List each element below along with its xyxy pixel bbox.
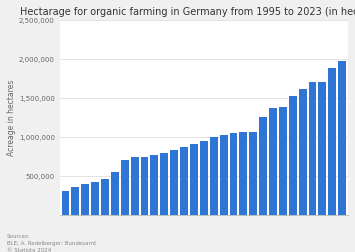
Bar bbox=[308, 83, 316, 215]
Bar bbox=[200, 141, 208, 215]
Bar bbox=[220, 136, 228, 215]
Bar bbox=[91, 182, 99, 215]
Bar bbox=[249, 132, 257, 215]
Bar bbox=[71, 187, 79, 215]
Bar bbox=[279, 108, 287, 215]
Bar bbox=[170, 151, 178, 215]
Bar bbox=[229, 134, 237, 215]
Bar bbox=[318, 83, 326, 215]
Bar bbox=[141, 158, 148, 215]
Bar bbox=[160, 154, 168, 215]
Bar bbox=[61, 191, 70, 215]
Bar bbox=[328, 69, 336, 215]
Bar bbox=[131, 158, 138, 215]
Bar bbox=[239, 132, 247, 215]
Bar bbox=[338, 62, 346, 215]
Bar bbox=[111, 172, 119, 215]
Bar bbox=[190, 144, 198, 215]
Bar bbox=[151, 155, 158, 215]
Bar bbox=[180, 148, 188, 215]
Bar bbox=[259, 117, 267, 215]
Bar bbox=[299, 89, 307, 215]
Y-axis label: Acreage in hectares: Acreage in hectares bbox=[7, 80, 16, 156]
Bar bbox=[101, 180, 109, 215]
Bar bbox=[289, 97, 297, 215]
Bar bbox=[269, 108, 277, 215]
Bar bbox=[81, 184, 89, 215]
Title: Hectarage for organic farming in Germany from 1995 to 2023 (in hectares): Hectarage for organic farming in Germany… bbox=[20, 7, 355, 17]
Bar bbox=[210, 138, 218, 215]
Bar bbox=[121, 161, 129, 215]
Text: Sources:
BLE; A. Redelberger; Bundesamt
© Statista 2024: Sources: BLE; A. Redelberger; Bundesamt … bbox=[7, 233, 96, 252]
